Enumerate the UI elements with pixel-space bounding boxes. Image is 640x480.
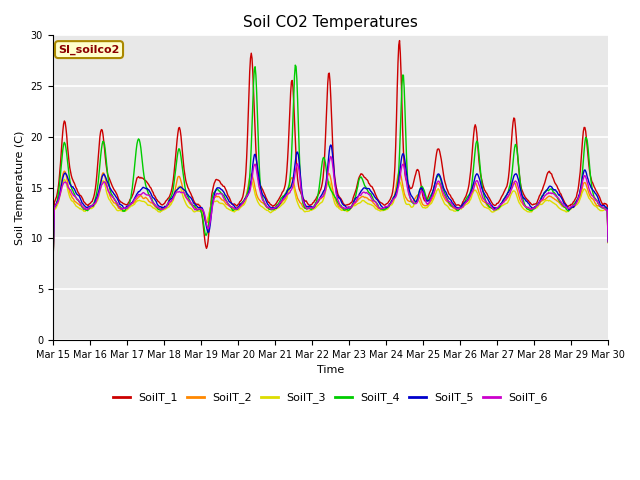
Y-axis label: Soil Temperature (C): Soil Temperature (C) (15, 131, 25, 245)
Text: SI_soilco2: SI_soilco2 (58, 45, 120, 55)
Title: Soil CO2 Temperatures: Soil CO2 Temperatures (243, 15, 418, 30)
Legend: SoilT_1, SoilT_2, SoilT_3, SoilT_4, SoilT_5, SoilT_6: SoilT_1, SoilT_2, SoilT_3, SoilT_4, Soil… (108, 388, 552, 408)
X-axis label: Time: Time (317, 365, 344, 375)
